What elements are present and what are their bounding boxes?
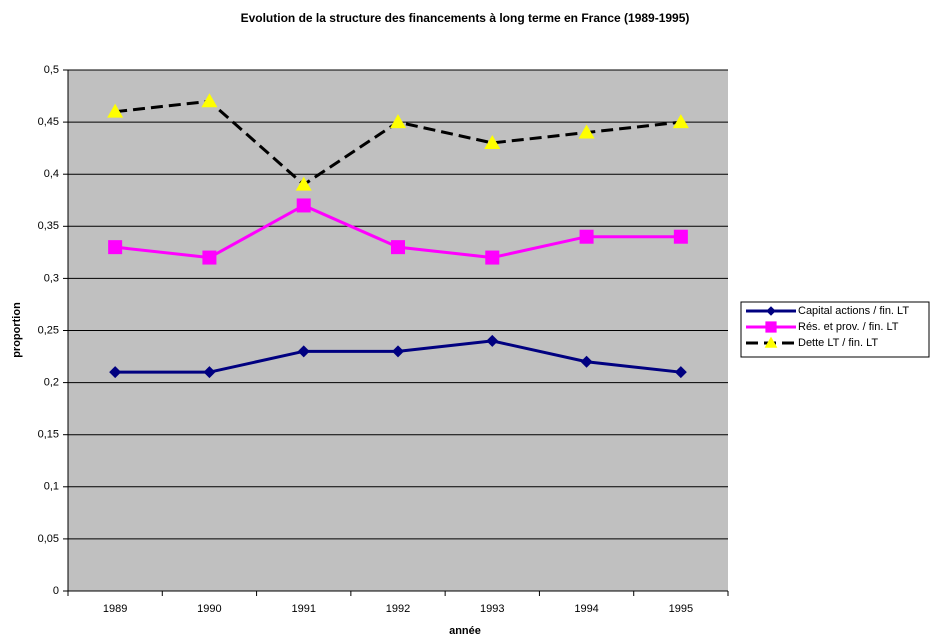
y-tick-label: 0,35 [38,220,59,232]
legend-label: Capital actions / fin. LT [798,305,909,317]
y-tick-label: 0,15 [38,429,59,441]
data-point [297,345,310,358]
data-point [580,355,593,368]
data-point [486,334,499,347]
y-tick-label: 0,2 [44,377,59,389]
x-tick-label: 1992 [386,603,410,615]
data-point [673,229,688,244]
data-point [202,250,217,265]
data-point [392,345,404,358]
x-tick-label: 1989 [103,603,127,615]
x-axis-label: année [449,625,481,637]
y-tick-label: 0,3 [44,272,59,284]
x-tick-label: 1994 [574,603,598,615]
data-point [109,366,122,379]
data-point [201,93,218,108]
y-tick-label: 0,1 [44,481,59,493]
data-point [203,366,216,379]
legend-marker [766,306,776,316]
legend-label: Rés. et prov. / fin. LT [798,321,899,333]
y-tick-label: 0,45 [38,116,59,128]
data-point [390,114,406,129]
y-tick-label: 0 [53,585,59,597]
legend-marker [765,321,777,333]
data-point [672,114,689,129]
data-point [578,124,595,139]
data-point [485,250,500,265]
data-point [579,229,594,244]
y-tick-label: 0,5 [44,64,59,76]
y-axis-label: proportion [11,302,23,358]
y-tick-label: 0,05 [38,533,59,545]
x-tick-label: 1990 [197,603,221,615]
data-point [484,134,501,149]
x-tick-label: 1993 [480,603,504,615]
chart-title: Evolution de la structure des financemen… [241,11,690,25]
y-tick-label: 0,25 [38,324,59,336]
data-point [107,103,124,118]
data-point [296,198,311,213]
y-tick-label: 0,4 [44,168,59,180]
x-tick-label: 1995 [669,603,693,615]
legend-label: Dette LT / fin. LT [798,337,878,349]
data-point [391,240,405,255]
data-point [674,366,687,379]
x-tick-label: 1991 [291,603,315,615]
legend-marker [764,336,778,348]
data-point [108,240,123,255]
data-point [295,176,312,191]
